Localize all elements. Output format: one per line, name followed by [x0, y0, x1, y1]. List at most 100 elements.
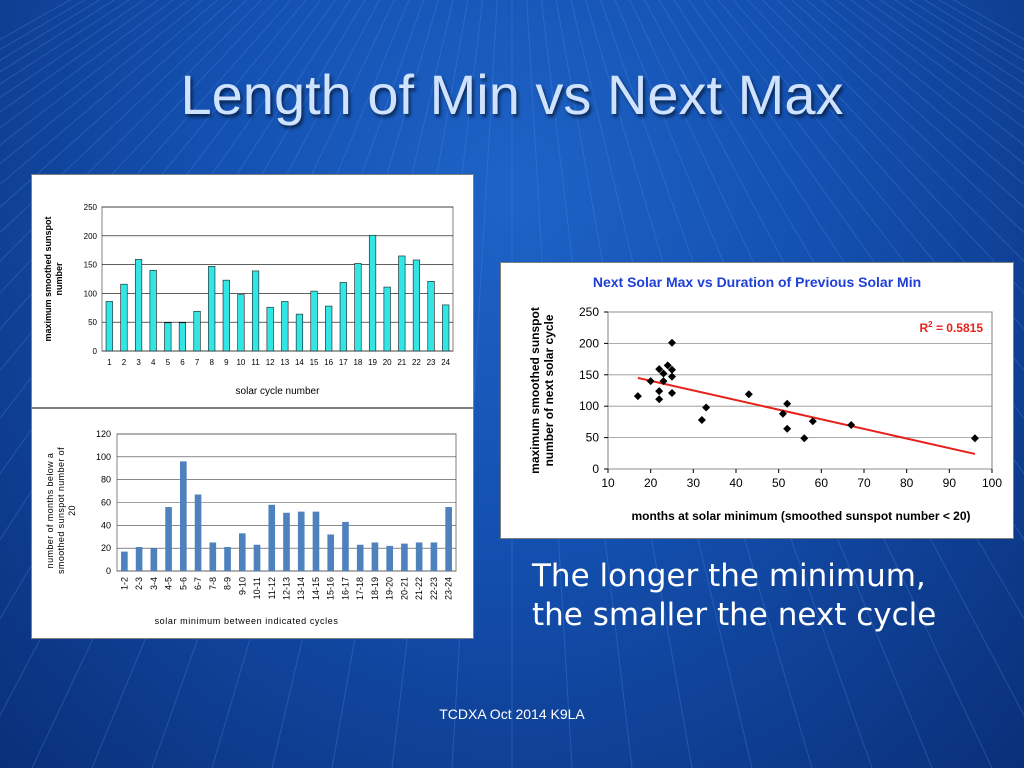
x-tick-label: 20: [383, 358, 392, 367]
bar: [327, 534, 335, 571]
x-tick-label: 18: [353, 358, 362, 367]
bar: [295, 313, 304, 352]
x-tick-label: 13-14: [296, 577, 306, 600]
x-tick-label: 100: [982, 476, 1002, 490]
data-point: [668, 365, 676, 374]
x-tick-label: 23: [427, 358, 436, 367]
bar: [135, 547, 143, 571]
data-point: [659, 369, 668, 378]
bar: [194, 494, 202, 571]
bar: [237, 294, 245, 352]
slide-footer: TCDXA Oct 2014 K9LA: [439, 706, 585, 722]
bar: [339, 282, 347, 352]
x-tick-label: 4-5: [164, 577, 174, 590]
y-tick-label: 40: [101, 520, 111, 530]
caption-line-1: The longer the minimum,: [532, 558, 926, 594]
x-tick-label: 21-22: [414, 577, 424, 600]
y-tick-label: 150: [579, 368, 599, 382]
y-tick-label: 120: [96, 429, 111, 439]
bar: [150, 548, 158, 571]
chart-title: Next Solar Max vs Duration of Previous S…: [593, 274, 921, 290]
r-squared-label: R2 = 0.5815: [919, 320, 983, 335]
bar: [312, 511, 320, 571]
x-tick-label: 23-24: [444, 577, 454, 600]
x-tick-label: 2: [122, 358, 127, 367]
x-tick-label: 19: [368, 358, 377, 367]
bar: [180, 461, 187, 571]
x-tick-label: 5-6: [178, 577, 188, 590]
bar: [354, 263, 362, 352]
y-axis-label: maximum smoothed sunspotnumber of next s…: [528, 307, 556, 474]
y-tick-label: 100: [579, 399, 599, 413]
x-tick-label: 9: [224, 358, 229, 367]
x-tick-label: 60: [815, 476, 829, 490]
x-tick-label: 20-21: [399, 577, 409, 600]
bar: [445, 507, 452, 571]
data-point: [668, 372, 676, 381]
bar: [386, 545, 393, 571]
bar: [253, 544, 261, 571]
bar: [120, 283, 128, 352]
bar: [222, 279, 230, 352]
data-point: [646, 377, 655, 386]
x-tick-label: 90: [943, 476, 957, 490]
y-tick-label: 200: [579, 336, 599, 350]
y-axis-label: maximum smoothed sunspotnumber: [43, 216, 64, 341]
x-tick-label: 80: [900, 476, 914, 490]
x-tick-label: 3: [136, 358, 141, 367]
sunspot-max-bar-chart: 0 50 100 150 200 250 1 2 3 4 5 6 7 8 9 10 11 12 13 14 15 16 17…: [31, 174, 474, 408]
x-tick-label: 8: [209, 358, 214, 367]
bar: [427, 281, 435, 352]
y-tick-label: 0: [106, 566, 111, 576]
x-axis-label: solar minimum between indicated cycles: [155, 616, 339, 626]
x-tick-label: 10: [236, 358, 245, 367]
bar: [105, 301, 113, 352]
bar: [268, 504, 276, 571]
data-point: [783, 424, 792, 433]
x-tick-label: 8-9: [223, 577, 233, 590]
y-tick-label: 200: [84, 232, 98, 241]
bar: [134, 259, 143, 352]
x-tick-label: 3-4: [149, 577, 159, 590]
y-tick-label: 50: [586, 431, 600, 445]
bar: [401, 543, 408, 571]
y-tick-label: 0: [93, 347, 98, 356]
x-tick-label: 16: [324, 358, 333, 367]
y-tick-label: 60: [101, 498, 111, 508]
bar: [412, 259, 421, 352]
bar: [281, 301, 289, 352]
x-axis-label: solar cycle number: [236, 386, 321, 397]
data-point: [655, 387, 664, 396]
x-tick-label: 24: [441, 358, 450, 367]
bar: [266, 306, 274, 352]
minimum-months-bar-chart: 0 20 40 60 80 100 120 1-2 2-3 3-4 4-5 5-6 6-7 7-8 8-9 9…: [31, 408, 474, 639]
x-tick-label: 18-19: [370, 577, 380, 600]
minimum-months-bar-chart-svg: 0 20 40 60 80 100 120 1-2 2-3 3-4 4-5 5-6 6-7 7-8 8-9 9…: [45, 429, 457, 626]
caption-line-2: the smaller the next cycle: [532, 597, 937, 633]
bar: [149, 270, 157, 352]
bar: [430, 542, 438, 571]
x-tick-label: 10-11: [252, 577, 262, 599]
y-tick-label: 50: [88, 318, 97, 327]
y-tick-label: 100: [84, 289, 98, 298]
x-tick-label: 40: [729, 476, 743, 490]
x-tick-label: 20: [644, 476, 658, 490]
x-tick-label: 14-15: [311, 577, 321, 600]
data-point: [697, 416, 706, 425]
bar: [208, 266, 216, 352]
data-point: [702, 403, 711, 412]
data-point: [633, 392, 642, 401]
x-tick-label: 6-7: [193, 577, 203, 590]
y-tick-label: 250: [579, 305, 599, 319]
data-point: [783, 399, 792, 408]
bar: [325, 305, 333, 352]
bar: [415, 542, 423, 571]
y-tick-label: 20: [101, 543, 111, 553]
y-tick-label: 150: [84, 261, 98, 270]
y-tick-label: 80: [101, 475, 111, 485]
y-tick-label: 100: [96, 452, 111, 462]
y-axis-label: number of months below asmoothed sunspot…: [45, 447, 77, 574]
x-tick-label: 1-2: [119, 577, 129, 590]
data-point: [655, 365, 664, 374]
